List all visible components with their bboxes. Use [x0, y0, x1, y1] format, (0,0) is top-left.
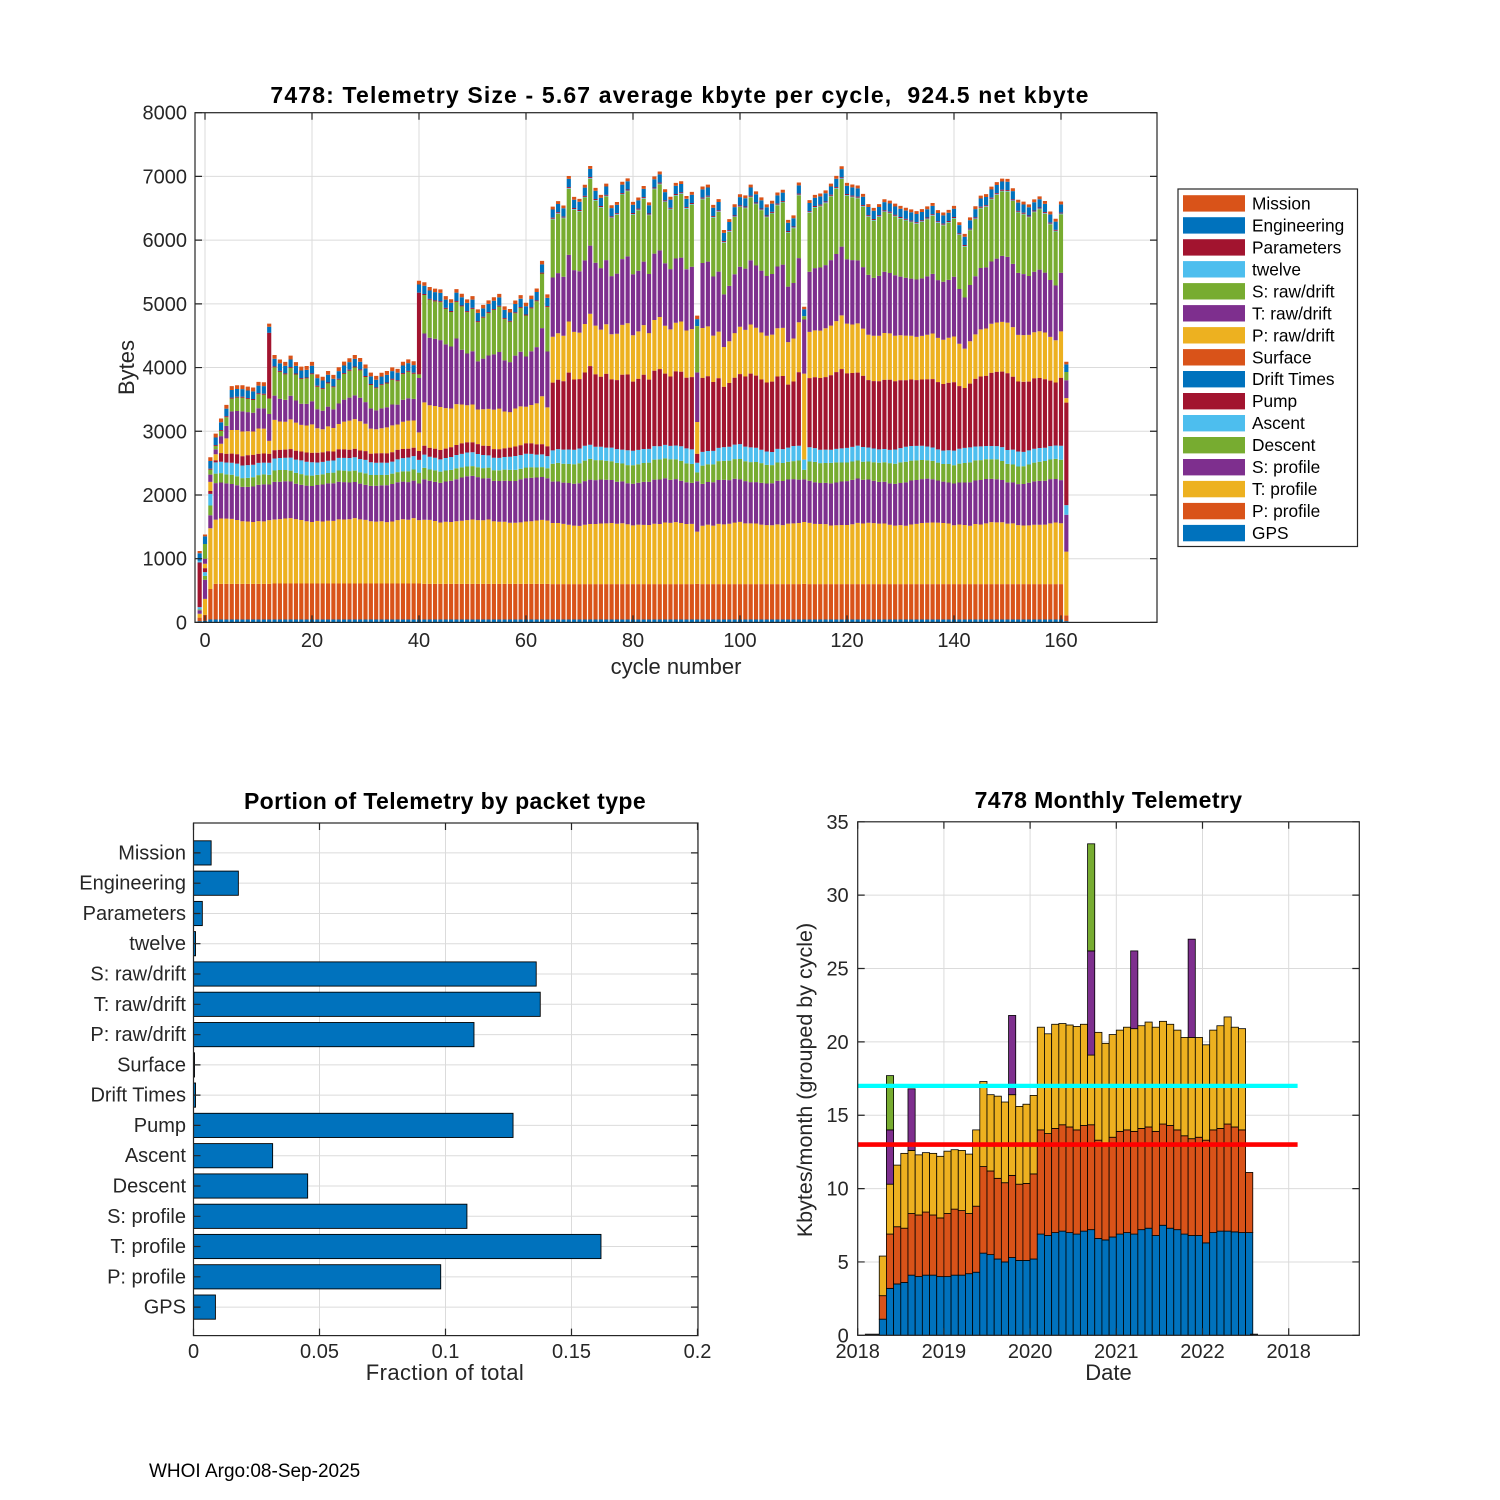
svg-text:Engineering: Engineering [1252, 215, 1344, 235]
svg-text:Pump: Pump [1252, 391, 1297, 411]
svg-text:2021: 2021 [1094, 1341, 1139, 1363]
svg-text:2018: 2018 [835, 1341, 880, 1363]
svg-text:T: profile: T: profile [110, 1236, 186, 1258]
svg-text:Drift Times: Drift Times [90, 1085, 186, 1107]
svg-text:S: profile: S: profile [107, 1206, 186, 1228]
svg-text:P: raw/drift: P: raw/drift [90, 1024, 186, 1046]
svg-text:P: profile: P: profile [1252, 501, 1320, 521]
svg-text:160: 160 [1044, 630, 1077, 652]
svg-text:S: raw/drift: S: raw/drift [90, 964, 186, 986]
svg-text:P: profile: P: profile [107, 1266, 186, 1288]
svg-text:25: 25 [826, 959, 848, 981]
svg-text:cycle number: cycle number [611, 654, 742, 679]
svg-text:2019: 2019 [922, 1341, 967, 1363]
svg-text:GPS: GPS [1252, 523, 1289, 543]
svg-text:20: 20 [301, 630, 323, 652]
svg-text:7478 Monthly Telemetry: 7478 Monthly Telemetry [975, 787, 1243, 813]
svg-text:T: raw/drift: T: raw/drift [94, 994, 187, 1016]
svg-text:T: raw/drift: T: raw/drift [1252, 303, 1332, 323]
svg-text:S: profile: S: profile [1252, 457, 1320, 477]
svg-text:0.15: 0.15 [552, 1341, 591, 1363]
svg-text:140: 140 [937, 630, 970, 652]
svg-text:P: raw/drift: P: raw/drift [1252, 325, 1335, 345]
svg-text:Engineering: Engineering [79, 873, 186, 895]
svg-text:3000: 3000 [143, 421, 188, 443]
svg-text:5: 5 [838, 1252, 849, 1274]
svg-text:Ascent: Ascent [125, 1145, 187, 1167]
svg-text:0.2: 0.2 [684, 1341, 712, 1363]
svg-text:35: 35 [826, 812, 848, 834]
svg-text:Portion of Telemetry by packet: Portion of Telemetry by packet type [244, 788, 646, 814]
svg-text:twelve: twelve [1252, 259, 1301, 279]
svg-text:40: 40 [408, 630, 430, 652]
svg-text:Drift Times: Drift Times [1252, 369, 1335, 389]
svg-text:Descent: Descent [113, 1176, 187, 1198]
svg-text:60: 60 [515, 630, 537, 652]
svg-text:Parameters: Parameters [83, 903, 186, 925]
svg-text:Fraction of total: Fraction of total [366, 1360, 524, 1385]
svg-text:Pump: Pump [134, 1115, 186, 1137]
svg-text:Surface: Surface [1252, 347, 1312, 367]
svg-text:120: 120 [830, 630, 863, 652]
svg-text:Kbytes/month (grouped by cycle: Kbytes/month (grouped by cycle) [793, 923, 817, 1237]
svg-text:7000: 7000 [143, 166, 188, 188]
svg-text:2000: 2000 [143, 485, 188, 507]
svg-text:Mission: Mission [1252, 193, 1311, 213]
svg-text:Date: Date [1085, 1360, 1131, 1385]
svg-text:0: 0 [838, 1325, 849, 1347]
svg-text:80: 80 [622, 630, 644, 652]
svg-text:Parameters: Parameters [1252, 237, 1342, 257]
svg-text:GPS: GPS [144, 1297, 186, 1319]
svg-text:2020: 2020 [1008, 1341, 1053, 1363]
svg-text:4000: 4000 [143, 358, 188, 380]
svg-text:2022: 2022 [1180, 1341, 1225, 1363]
svg-text:10: 10 [826, 1179, 848, 1201]
svg-text:0: 0 [176, 612, 187, 634]
svg-text:8000: 8000 [143, 103, 188, 125]
svg-text:0: 0 [199, 630, 210, 652]
svg-text:twelve: twelve [129, 933, 186, 955]
svg-text:7478: Telemetry Size - 5.67 av: 7478: Telemetry Size - 5.67 average kbyt… [270, 82, 1089, 108]
svg-text:0: 0 [188, 1341, 199, 1363]
svg-text:1000: 1000 [143, 549, 188, 571]
svg-text:Bytes: Bytes [114, 340, 139, 395]
svg-text:5000: 5000 [143, 294, 188, 316]
svg-text:20: 20 [826, 1032, 848, 1054]
svg-text:0.1: 0.1 [432, 1341, 460, 1363]
svg-text:0.05: 0.05 [300, 1341, 339, 1363]
svg-text:T: profile: T: profile [1252, 479, 1317, 499]
svg-text:Surface: Surface [117, 1054, 186, 1076]
svg-text:WHOI Argo:08-Sep-2025: WHOI Argo:08-Sep-2025 [149, 1461, 360, 1482]
svg-text:2018: 2018 [1266, 1341, 1311, 1363]
svg-text:100: 100 [723, 630, 756, 652]
svg-text:30: 30 [826, 885, 848, 907]
svg-text:Descent: Descent [1252, 435, 1316, 455]
svg-text:S: raw/drift: S: raw/drift [1252, 281, 1335, 301]
svg-text:Ascent: Ascent [1252, 413, 1305, 433]
svg-text:6000: 6000 [143, 230, 188, 252]
svg-text:Mission: Mission [118, 842, 186, 864]
svg-text:15: 15 [826, 1105, 848, 1127]
